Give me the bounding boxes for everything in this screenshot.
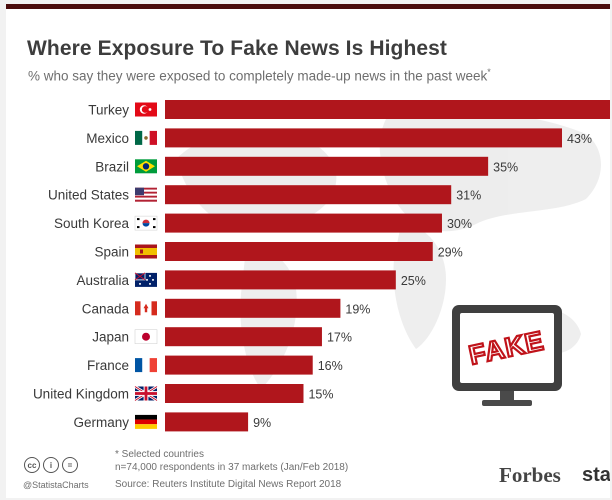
bar-brazil — [165, 156, 489, 176]
bar-germany — [165, 412, 249, 432]
subtitle-text: % who say they were exposed to completel… — [28, 68, 488, 84]
category-label-spain: Spain — [94, 245, 129, 260]
france-flag-icon — [135, 358, 157, 373]
category-label-australia: Australia — [76, 273, 129, 288]
south-korea-flag-icon — [134, 215, 158, 231]
value-label-canada: 19% — [345, 302, 370, 316]
bar-united-states — [165, 185, 452, 205]
category-label-france: France — [87, 358, 129, 373]
value-label-united-states: 31% — [456, 189, 481, 203]
value-label-france: 16% — [318, 359, 343, 373]
value-label-south-korea: 30% — [447, 217, 472, 231]
category-label-south-korea: South Korea — [54, 216, 130, 231]
bar-south-korea — [165, 213, 442, 233]
bar-spain — [165, 242, 433, 261]
fake-monitor-illustration: FAKE — [452, 305, 562, 406]
footnote-sample: n=74,000 respondents in 37 markets (Jan/… — [115, 462, 349, 473]
monitor-stand — [482, 400, 532, 406]
footnote-selected: * Selected countries — [115, 449, 204, 460]
bar-chart: Turkey Mexico 43% Brazil 35% United States 31%… — [33, 100, 610, 432]
bar-france — [165, 355, 313, 375]
value-label-japan: 17% — [327, 331, 352, 345]
germany-flag-icon — [135, 414, 157, 429]
statista-handle: @StatistaCharts — [23, 480, 89, 490]
bar-canada — [165, 298, 341, 318]
category-label-united-kingdom: United Kingdom — [33, 387, 129, 402]
creative-commons-icon: cc — [24, 457, 40, 473]
bars-layer: Turkey Mexico 43% Brazil 35% United States 31%… — [33, 100, 610, 432]
footnote-source: Source: Reuters Institute Digital News R… — [115, 479, 342, 490]
statista-logo: stat — [582, 464, 610, 486]
category-label-canada: Canada — [82, 301, 130, 316]
bar-australia — [165, 270, 396, 290]
brazil-flag-icon — [135, 159, 157, 174]
monitor-neck — [500, 391, 514, 401]
mexico-flag-icon — [135, 130, 157, 145]
australia-flag-icon — [134, 272, 157, 287]
canada-flag-icon — [135, 301, 157, 316]
category-label-germany: Germany — [73, 415, 129, 430]
value-label-germany: 9% — [253, 416, 271, 430]
japan-flag-icon — [134, 329, 158, 344]
forbes-logo: Forbes — [499, 463, 561, 487]
category-label-united-states: United States — [48, 188, 129, 203]
category-label-brazil: Brazil — [95, 159, 129, 174]
chart-subtitle: % who say they were exposed to completel… — [28, 67, 491, 84]
monitor-screen — [460, 313, 554, 383]
bar-japan — [165, 327, 322, 347]
category-label-japan: Japan — [92, 330, 129, 345]
bar-mexico — [165, 128, 562, 148]
value-label-spain: 29% — [438, 246, 463, 260]
category-label-mexico: Mexico — [86, 131, 129, 146]
category-label-turkey: Turkey — [88, 103, 129, 118]
turkey-flag-icon — [135, 102, 157, 117]
united-states-flag-icon — [135, 187, 157, 202]
united-kingdom-flag-icon — [134, 385, 158, 402]
bar-united-kingdom — [165, 384, 304, 403]
spain-flag-icon — [135, 244, 157, 259]
infographic-frame: Where Exposure To Fake News Is Highest %… — [6, 4, 610, 498]
license-badges: cc i = — [24, 457, 78, 473]
value-label-australia: 25% — [401, 274, 426, 288]
subtitle-asterisk: * — [487, 67, 491, 77]
chart-title: Where Exposure To Fake News Is Highest — [27, 37, 448, 60]
attribution-icon: i — [43, 457, 59, 473]
value-label-brazil: 35% — [493, 160, 518, 174]
value-label-united-kingdom: 15% — [308, 388, 333, 402]
value-label-mexico: 43% — [567, 132, 592, 146]
bar-turkey — [165, 100, 610, 119]
no-derivatives-icon: = — [62, 457, 78, 473]
